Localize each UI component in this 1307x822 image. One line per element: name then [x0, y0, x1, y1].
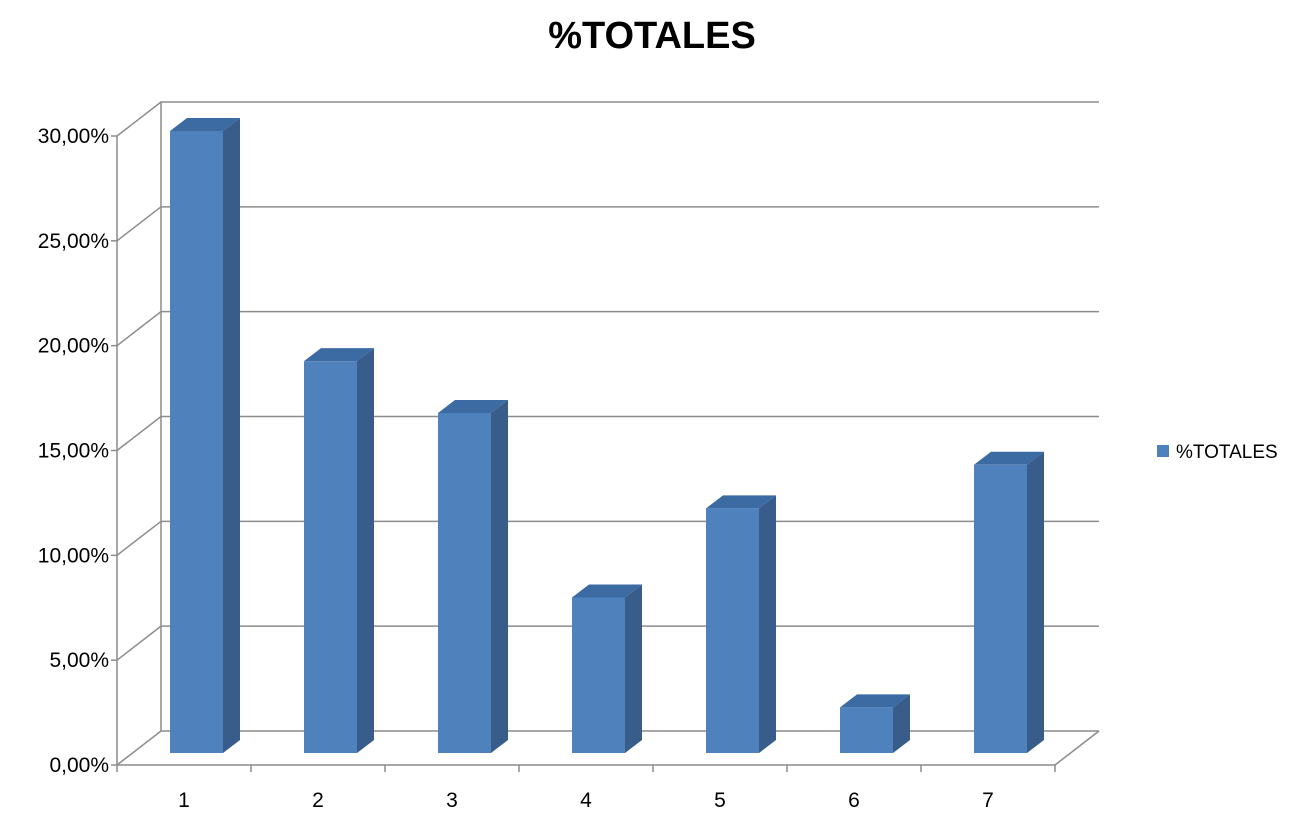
bar-side	[625, 584, 642, 753]
bar	[840, 694, 910, 753]
x-tick-label: 7	[982, 789, 994, 812]
y-tick-label: 5,00%	[49, 649, 109, 672]
x-tick-label: 1	[178, 789, 190, 812]
gridline	[116, 730, 1099, 766]
bar-top	[438, 399, 508, 413]
bar-top	[974, 451, 1044, 465]
bar	[974, 451, 1044, 753]
bar-top	[840, 694, 910, 708]
x-tick-label: 6	[848, 789, 860, 812]
bar	[170, 118, 240, 753]
bar-front	[840, 707, 893, 753]
y-tick-label: 20,00%	[38, 335, 109, 358]
gridline	[116, 206, 1099, 242]
bar-side	[223, 118, 240, 753]
bar	[572, 584, 642, 753]
bar-front	[170, 131, 223, 753]
x-tick-label: 2	[312, 789, 324, 812]
bars	[170, 118, 1044, 753]
legend-swatch	[1157, 445, 1169, 457]
y-axis-ticks: 0,00% 5,00% 10,00% 15,00% 20,00% 25,00% 30,00%	[38, 125, 109, 777]
bar-top	[304, 348, 374, 362]
bar-top	[572, 584, 642, 598]
bar-front	[304, 361, 357, 753]
plot-walls	[111, 101, 1100, 766]
legend: %TOTALES	[1157, 442, 1278, 463]
gridline	[116, 520, 1099, 556]
bar-side	[357, 348, 374, 753]
gridline	[116, 310, 1099, 347]
bar-front	[572, 597, 625, 753]
bar-top	[170, 118, 240, 131]
x-tick-label: 4	[580, 789, 592, 812]
gridline	[116, 101, 1099, 137]
x-tick-label: 5	[714, 789, 726, 812]
bar-front	[974, 464, 1027, 753]
bar-side	[1027, 451, 1044, 753]
y-tick-label: 30,00%	[38, 125, 109, 148]
x-axis-ticks: 1 2 3 4 5 6 7	[116, 765, 1056, 812]
bar-top	[706, 495, 776, 509]
bar	[304, 348, 374, 753]
gridline	[116, 415, 1099, 452]
y-tick-label: 25,00%	[38, 230, 109, 253]
legend-label: %TOTALES	[1176, 442, 1278, 463]
y-tick-label: 0,00%	[49, 754, 109, 777]
chart-title: %TOTALES	[548, 15, 756, 57]
bar	[706, 495, 776, 753]
y-tick-label: 10,00%	[38, 544, 109, 567]
bar-front	[706, 508, 759, 753]
bar-side	[491, 399, 508, 753]
gridline	[116, 625, 1099, 661]
bar	[438, 399, 508, 753]
bar-front	[438, 412, 491, 753]
bar-side	[893, 694, 910, 753]
floor-edge	[1054, 730, 1100, 766]
y-tick-label: 15,00%	[38, 440, 109, 463]
bar-side	[759, 495, 776, 753]
x-tick-label: 3	[446, 789, 458, 812]
